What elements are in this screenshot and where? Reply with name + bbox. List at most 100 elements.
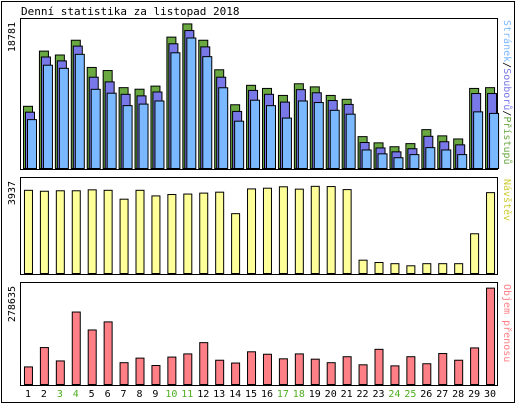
bar-Návštěv-7 [119, 198, 129, 274]
bar-Stránek-19 [313, 102, 324, 169]
bar-Stránek-18 [297, 100, 308, 169]
bar-Návštěv-20 [326, 186, 336, 274]
bar-Objem přenosu-30 [486, 287, 496, 385]
series-label-part: Návštěv [501, 179, 513, 221]
series-label-volume: Objem přenosu [501, 284, 513, 362]
bar-Objem přenosu-17 [278, 358, 288, 385]
series-label-part: Stránek [501, 20, 513, 62]
series-label-part: Objem přenosu [501, 284, 513, 362]
bar-Stránek-28 [457, 154, 468, 169]
bar-Návštěv-15 [247, 188, 257, 274]
x-tick-label-24: 24 [388, 389, 400, 400]
bar-Stránek-11 [186, 37, 197, 170]
x-tick-label-4: 4 [73, 389, 79, 400]
bar-Objem přenosu-26 [422, 363, 432, 386]
bar-Stránek-20 [329, 109, 340, 169]
bar-Objem přenosu-22 [358, 364, 368, 386]
x-tick-label-21: 21 [341, 389, 353, 400]
bar-Objem přenosu-18 [294, 353, 304, 385]
y-max-label-traffic: 18781 [7, 22, 18, 52]
bar-Objem přenosu-7 [119, 362, 129, 385]
bar-Objem přenosu-9 [151, 365, 161, 386]
bar-Stránek-16 [266, 105, 276, 170]
x-tick-label-27: 27 [436, 389, 448, 400]
x-tick-label-7: 7 [121, 389, 127, 400]
bar-Návštěv-9 [151, 195, 161, 275]
bar-Návštěv-21 [342, 189, 352, 275]
panel-frame-volume [20, 282, 498, 386]
bar-Objem přenosu-25 [406, 356, 416, 385]
bar-Stránek-22 [361, 149, 372, 169]
x-tick-label-22: 22 [357, 389, 369, 400]
bar-Návštěv-5 [87, 189, 97, 274]
bar-Objem přenosu-1 [23, 366, 33, 386]
bar-Stránek-25 [409, 154, 420, 169]
bar-Objem přenosu-15 [247, 351, 257, 385]
bar-Návštěv-13 [215, 191, 225, 274]
bar-Objem přenosu-14 [231, 362, 241, 386]
bar-Objem přenosu-6 [103, 321, 113, 386]
series-label-traffic: Stránek/Souborů/Přístupů [501, 20, 513, 165]
x-tick-label-5: 5 [89, 389, 95, 400]
x-tick-label-15: 15 [245, 389, 257, 400]
bar-Objem přenosu-2 [39, 347, 49, 386]
x-tick-label-28: 28 [452, 389, 464, 400]
bar-Objem přenosu-12 [199, 342, 209, 386]
bar-Objem přenosu-8 [135, 357, 145, 385]
bar-Stránek-4 [74, 53, 85, 169]
bar-Stránek-14 [234, 120, 245, 169]
bar-Stránek-3 [58, 67, 69, 169]
bar-Stránek-1 [27, 119, 37, 169]
bar-Stránek-6 [106, 92, 117, 169]
bar-Návštěv-12 [199, 192, 209, 274]
bar-Objem přenosu-21 [342, 356, 352, 385]
bar-Návštěv-14 [231, 213, 241, 274]
x-tick-label-26: 26 [420, 389, 432, 400]
bar-Stránek-30 [489, 112, 500, 169]
bar-Stránek-10 [170, 52, 181, 169]
bar-Návštěv-19 [310, 185, 320, 274]
bar-Objem přenosu-20 [326, 362, 336, 385]
panel-frame-visits [20, 177, 498, 275]
bar-Objem přenosu-4 [71, 311, 81, 385]
bar-Stránek-29 [473, 111, 484, 169]
bar-Návštěv-29 [470, 233, 480, 275]
series-label-part: / [501, 62, 512, 68]
series-label-part: Souborů [501, 68, 513, 110]
bar-Stránek-7 [122, 105, 133, 170]
bar-Návštěv-30 [486, 192, 496, 274]
x-tick-label-9: 9 [152, 389, 158, 400]
bar-Návštěv-28 [454, 263, 464, 275]
x-tick-label-29: 29 [468, 389, 480, 400]
x-tick-label-2: 2 [41, 389, 47, 400]
bar-Návštěv-10 [167, 194, 177, 275]
bar-Stránek-8 [138, 103, 149, 169]
bar-Objem přenosu-19 [310, 358, 320, 385]
bar-Objem přenosu-11 [183, 353, 193, 385]
series-label-visits: Návštěv [501, 179, 513, 221]
x-tick-label-25: 25 [404, 389, 416, 400]
y-max-label-visits: 3937 [7, 181, 18, 205]
bar-Návštěv-26 [422, 263, 432, 275]
bar-Návštěv-24 [390, 263, 400, 275]
bar-Návštěv-11 [183, 193, 193, 275]
bar-Návštěv-1 [23, 189, 33, 274]
bar-Návštěv-17 [278, 186, 288, 274]
bar-Stránek-5 [90, 88, 101, 169]
x-tick-label-1: 1 [25, 389, 31, 400]
bar-Stránek-15 [250, 99, 261, 169]
bar-Návštěv-25 [406, 265, 416, 274]
bar-Návštěv-18 [294, 188, 304, 275]
bar-Objem přenosu-3 [55, 360, 65, 385]
bar-Objem přenosu-16 [262, 353, 272, 385]
bar-Stránek-24 [393, 157, 404, 169]
bar-Návštěv-27 [438, 263, 448, 275]
bar-Stránek-13 [218, 87, 229, 169]
bar-Objem přenosu-5 [87, 329, 97, 385]
bar-Objem přenosu-13 [215, 359, 225, 385]
bar-Stránek-21 [345, 113, 356, 169]
bar-Návštěv-16 [262, 187, 272, 275]
bar-Stránek-26 [425, 147, 436, 169]
